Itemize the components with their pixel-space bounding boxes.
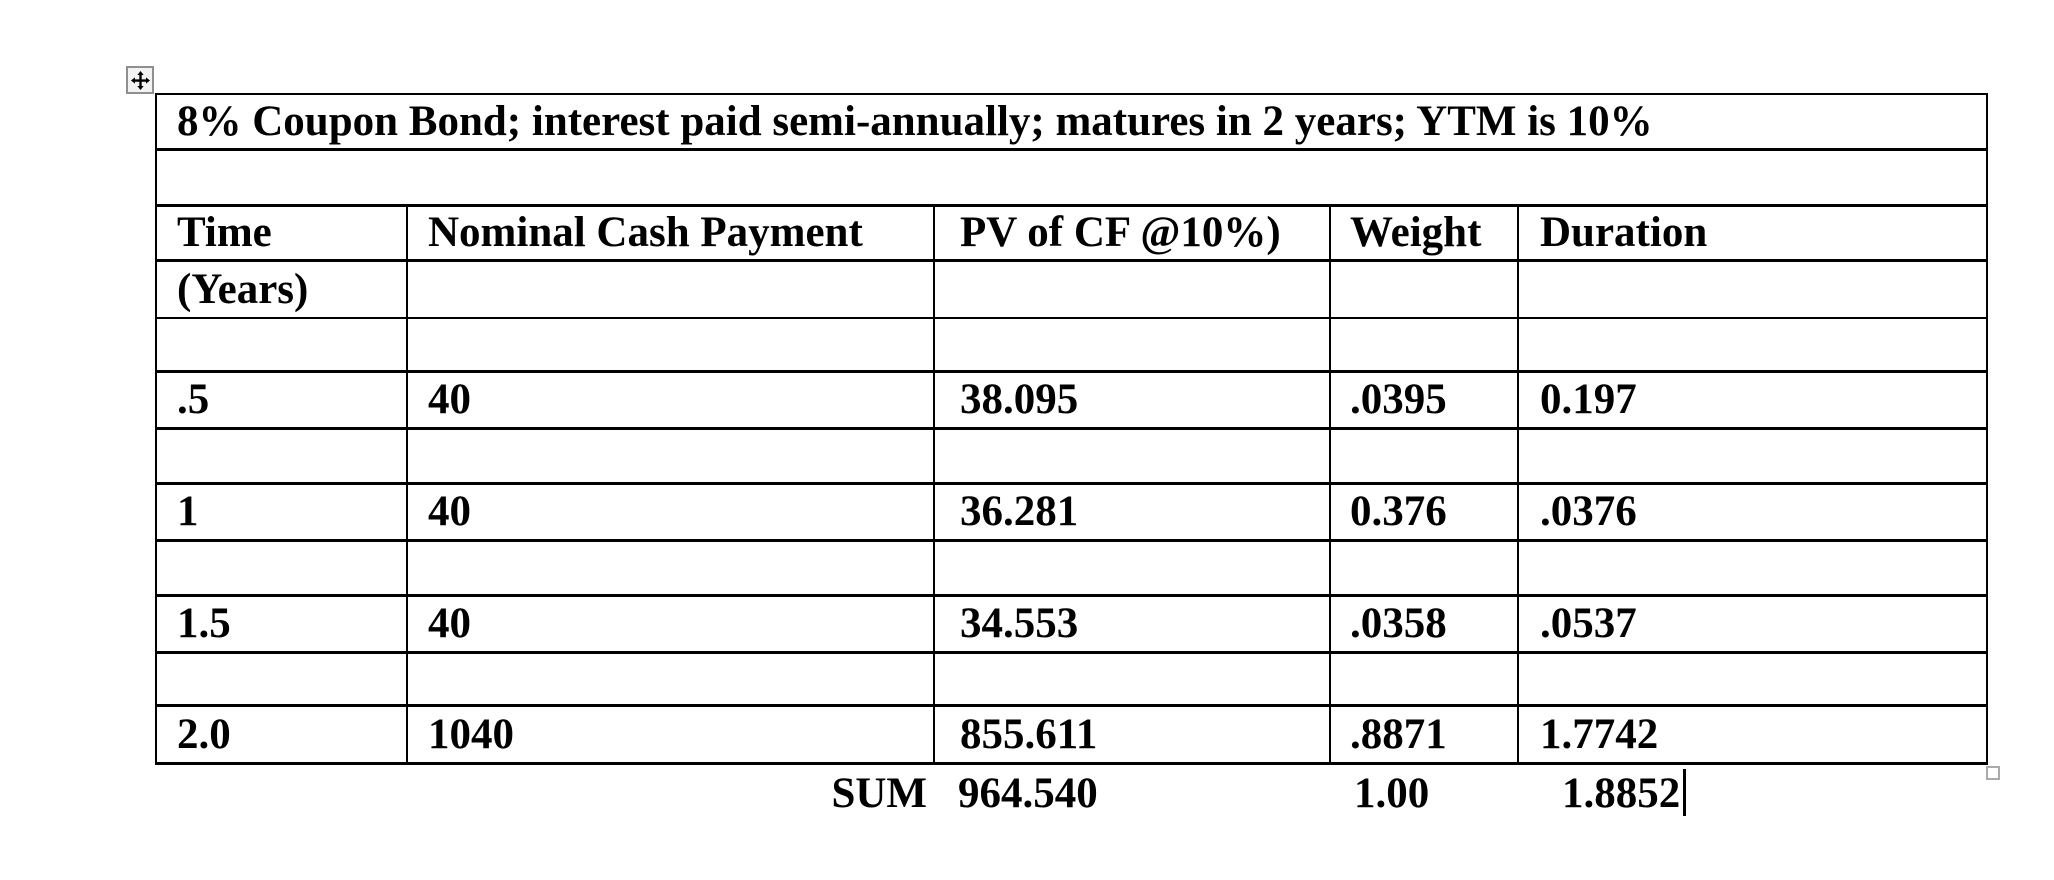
table-resize-handle[interactable] [1986, 766, 2000, 780]
empty-cell[interactable] [1517, 258, 1988, 319]
spacer-row [155, 426, 1988, 484]
empty-cell[interactable] [1517, 317, 1988, 372]
header-units-row: (Years) [155, 258, 1988, 319]
weight-cell[interactable]: .0395 [1329, 369, 1519, 429]
empty-cell[interactable] [1329, 426, 1519, 484]
empty-cell[interactable] [406, 258, 935, 319]
payment-cell[interactable]: 1040 [406, 703, 935, 764]
empty-cell[interactable] [1329, 258, 1519, 319]
empty-cell[interactable] [155, 147, 1988, 206]
text-cursor [1683, 768, 1687, 816]
weight-cell[interactable]: 0.376 [1329, 481, 1519, 541]
table-row: 1 40 36.281 0.376 .0376 [155, 481, 1988, 541]
empty-cell[interactable] [933, 317, 1331, 372]
empty-cell[interactable] [406, 538, 935, 596]
pv-cell[interactable]: 855.611 [933, 703, 1331, 764]
title-row: 8% Coupon Bond; interest paid semi-annua… [155, 93, 1988, 150]
table-move-handle[interactable] [126, 66, 154, 94]
empty-cell[interactable] [933, 650, 1331, 706]
sum-weight-value[interactable]: 1.00 [1354, 769, 1430, 817]
pv-cell[interactable]: 34.553 [933, 593, 1331, 653]
time-cell[interactable]: 1.5 [155, 593, 408, 653]
weight-cell[interactable]: .8871 [1329, 703, 1519, 764]
duration-cell[interactable]: 0.197 [1517, 369, 1988, 429]
spacer-row [155, 147, 1988, 206]
spacer-row [155, 317, 1988, 372]
sum-duration-cell[interactable]: 1.8852 [1517, 768, 1986, 818]
header-row: Time Nominal Cash Payment PV of CF @10%)… [155, 203, 1988, 261]
payment-cell[interactable]: 40 [406, 369, 935, 429]
table-row: 1.5 40 34.553 .0358 .0537 [155, 593, 1988, 653]
sum-label[interactable]: SUM [831, 769, 927, 817]
empty-cell[interactable] [933, 538, 1331, 596]
time-cell[interactable]: 1 [155, 481, 408, 541]
sum-pv-value[interactable]: 964.540 [958, 769, 1098, 817]
move-arrows-icon [130, 70, 150, 90]
empty-cell[interactable] [155, 538, 408, 596]
column-header-payment[interactable]: Nominal Cash Payment [406, 203, 935, 261]
empty-cell[interactable] [406, 426, 935, 484]
empty-cell[interactable] [155, 650, 408, 706]
empty-cell[interactable] [1517, 650, 1988, 706]
pv-cell[interactable]: 38.095 [933, 369, 1331, 429]
empty-cell[interactable] [1329, 538, 1519, 596]
duration-cell[interactable]: .0376 [1517, 481, 1988, 541]
empty-cell[interactable] [1329, 650, 1519, 706]
empty-cell[interactable] [155, 317, 408, 372]
table-row: .5 40 38.095 .0395 0.197 [155, 369, 1988, 429]
column-header-time[interactable]: Time [155, 203, 408, 261]
column-header-time-unit[interactable]: (Years) [155, 258, 408, 319]
sum-duration-value: 1.8852 [1562, 769, 1681, 817]
bond-duration-table: 8% Coupon Bond; interest paid semi-annua… [155, 93, 1988, 765]
empty-cell[interactable] [933, 426, 1331, 484]
empty-cell[interactable] [1517, 426, 1988, 484]
column-header-weight[interactable]: Weight [1329, 203, 1519, 261]
empty-cell[interactable] [406, 317, 935, 372]
empty-cell[interactable] [1329, 317, 1519, 372]
empty-cell[interactable] [1517, 538, 1988, 596]
weight-cell[interactable]: .0358 [1329, 593, 1519, 653]
column-header-pv[interactable]: PV of CF @10%) [933, 203, 1331, 261]
pv-cell[interactable]: 36.281 [933, 481, 1331, 541]
empty-cell[interactable] [155, 426, 408, 484]
spacer-row [155, 538, 1988, 596]
time-cell[interactable]: 2.0 [155, 703, 408, 764]
payment-cell[interactable]: 40 [406, 593, 935, 653]
time-cell[interactable]: .5 [155, 369, 408, 429]
table-row: 2.0 1040 855.611 .8871 1.7742 [155, 703, 1988, 764]
empty-cell[interactable] [933, 258, 1331, 319]
sum-row: SUM 964.540 1.00 1.8852 [155, 763, 1986, 823]
column-header-duration[interactable]: Duration [1517, 203, 1988, 261]
spacer-row [155, 650, 1988, 706]
payment-cell[interactable]: 40 [406, 481, 935, 541]
duration-cell[interactable]: .0537 [1517, 593, 1988, 653]
table-title[interactable]: 8% Coupon Bond; interest paid semi-annua… [155, 93, 1988, 150]
duration-cell[interactable]: 1.7742 [1517, 703, 1988, 764]
empty-cell[interactable] [406, 650, 935, 706]
